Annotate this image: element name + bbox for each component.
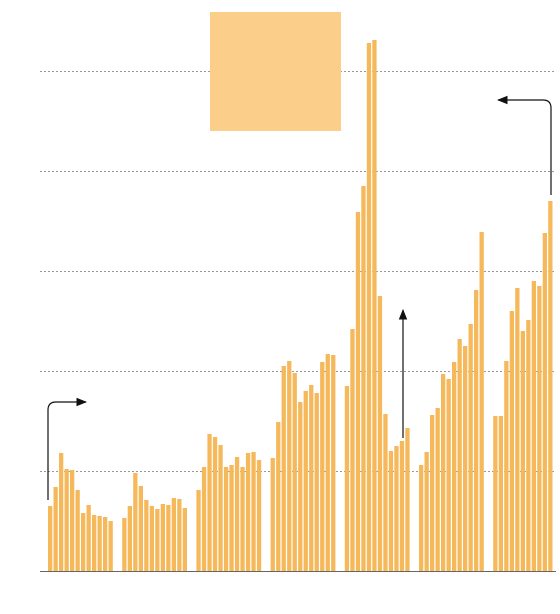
arrow	[496, 95, 552, 195]
bar	[171, 498, 176, 571]
bar	[314, 393, 319, 571]
bar	[97, 516, 102, 571]
bar	[493, 416, 498, 571]
bar	[542, 233, 547, 571]
bar	[103, 517, 108, 571]
bar	[48, 506, 53, 571]
bar	[292, 373, 297, 571]
bar	[53, 487, 58, 571]
bar	[127, 506, 132, 571]
bar	[276, 422, 281, 571]
bar	[240, 467, 245, 571]
bar	[394, 446, 399, 571]
bar	[366, 43, 372, 571]
bar	[138, 486, 143, 571]
bar	[383, 414, 388, 571]
bar	[160, 504, 165, 571]
bar	[64, 469, 69, 571]
bar	[70, 470, 75, 571]
bar	[520, 331, 525, 571]
bar	[350, 329, 355, 571]
bar	[223, 467, 229, 571]
bar	[81, 513, 86, 571]
bar	[256, 460, 262, 571]
bar	[309, 385, 314, 571]
bar	[419, 465, 424, 571]
bar	[270, 458, 275, 571]
bar	[344, 386, 350, 571]
bar	[331, 355, 336, 571]
bar	[399, 441, 405, 571]
bar	[108, 521, 113, 571]
bar	[479, 232, 484, 571]
bar	[229, 465, 234, 571]
bar	[452, 362, 457, 571]
bar	[405, 428, 410, 571]
bar	[86, 505, 91, 571]
bar	[446, 379, 451, 571]
bar	[59, 453, 64, 571]
bar	[435, 408, 440, 571]
bar	[144, 500, 149, 571]
bar	[303, 391, 308, 571]
bar	[251, 452, 256, 571]
bar	[504, 361, 509, 571]
bar	[531, 281, 536, 571]
bar	[515, 288, 520, 571]
bar	[201, 467, 207, 571]
bar	[372, 40, 377, 571]
grid	[40, 71, 556, 472]
bar	[218, 445, 223, 571]
bar	[468, 324, 473, 571]
bar	[133, 473, 138, 571]
bar	[361, 186, 366, 571]
highlight-box	[210, 12, 341, 131]
bar	[457, 339, 462, 571]
bar	[325, 354, 330, 571]
bar	[498, 416, 503, 571]
bar	[355, 212, 361, 571]
bar	[526, 320, 531, 571]
bar	[207, 434, 212, 571]
bar	[509, 311, 514, 571]
bar	[287, 361, 292, 571]
bar	[177, 499, 182, 571]
bar	[234, 457, 240, 571]
bar	[122, 518, 127, 571]
bars	[48, 40, 553, 571]
bar	[281, 366, 286, 571]
bar	[474, 290, 479, 571]
bar	[463, 346, 468, 571]
bar	[320, 362, 325, 571]
bar	[166, 505, 171, 571]
bar	[441, 374, 446, 571]
bar	[149, 506, 154, 571]
arrow	[47, 397, 88, 500]
bar	[298, 402, 303, 571]
bar	[245, 453, 251, 571]
bar	[212, 437, 218, 571]
bar	[424, 452, 429, 571]
bar	[388, 451, 394, 571]
bar	[182, 508, 187, 571]
bar	[92, 515, 97, 571]
bar	[75, 490, 80, 571]
bar	[548, 201, 553, 571]
bar	[155, 509, 160, 571]
bar	[377, 296, 383, 571]
bar	[537, 286, 542, 571]
bar	[430, 415, 435, 571]
bar	[196, 490, 201, 571]
